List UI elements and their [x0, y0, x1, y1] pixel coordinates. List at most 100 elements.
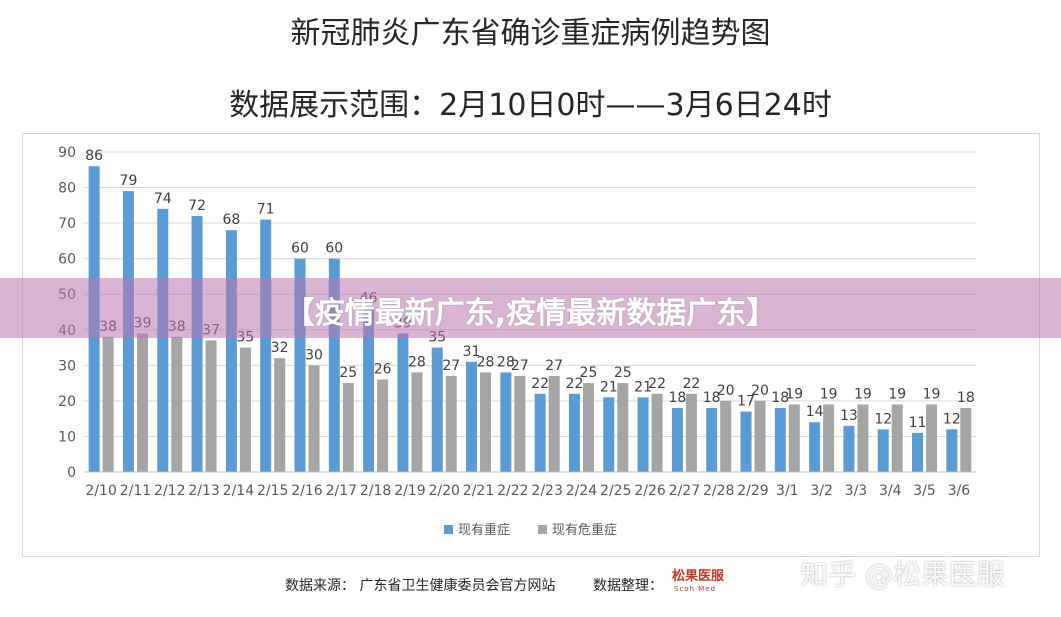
x-tick-label: 2/17: [326, 483, 357, 499]
legend-swatch-severe: [444, 525, 453, 534]
bar-critical: [788, 404, 800, 472]
bar-severe: [225, 230, 237, 472]
x-tick-label: 2/21: [463, 483, 494, 499]
bar-severe: [877, 429, 889, 472]
x-tick-label: 2/15: [257, 483, 288, 499]
bar-critical: [857, 404, 869, 472]
value-label-severe: 18: [668, 390, 686, 406]
value-label-critical: 20: [717, 383, 735, 399]
value-label-critical: 18: [957, 390, 975, 406]
value-label-critical: 27: [442, 358, 460, 374]
bar-critical: [102, 336, 114, 472]
x-tick-label: 2/14: [223, 483, 255, 499]
x-tick-label: 3/4: [879, 483, 902, 499]
legend-label-critical: 现有危重症: [552, 522, 617, 538]
value-label-critical: 26: [374, 362, 392, 378]
x-tick-label: 3/6: [948, 483, 971, 499]
data-organizer-label: 数据整理：: [593, 578, 663, 594]
x-tick-label: 2/19: [394, 483, 425, 499]
value-label-severe: 13: [840, 408, 858, 424]
value-label-severe: 14: [806, 404, 824, 420]
value-label-severe: 68: [222, 212, 240, 228]
bar-severe: [431, 347, 443, 472]
overlay-banner-text: 【疫情最新广东,疫情最新数据广东】: [284, 296, 777, 331]
value-label-severe: 22: [531, 376, 549, 392]
y-tick-label: 0: [67, 465, 76, 481]
bar-severe: [466, 361, 478, 472]
bar-critical: [685, 393, 697, 472]
value-label-severe: 12: [943, 411, 961, 427]
value-label-critical: 19: [785, 386, 803, 402]
brand-logo-subtext: Scoh Med: [674, 585, 717, 593]
brand-logo: 松果医服 Scoh Med: [672, 563, 758, 597]
bar-critical: [445, 376, 457, 472]
bar-severe: [191, 216, 203, 472]
bar-critical: [514, 376, 526, 472]
x-tick-label: 2/25: [600, 483, 631, 499]
bar-severe: [843, 425, 855, 472]
value-label-severe: 17: [737, 394, 755, 410]
bar-severe: [328, 258, 340, 472]
bar-severe: [157, 208, 169, 472]
bar-critical: [754, 400, 766, 472]
bar-critical: [720, 400, 732, 472]
y-tick-label: 10: [58, 429, 76, 445]
zhihu-watermark: 知乎 @松果医服: [800, 558, 1005, 591]
value-label-severe: 18: [771, 390, 789, 406]
bar-critical: [411, 372, 423, 472]
value-label-severe: 79: [120, 173, 138, 189]
x-tick-label: 2/12: [154, 483, 185, 499]
value-label-critical: 30: [305, 347, 323, 363]
overlay-banner: [0, 278, 1061, 338]
value-label-critical: 20: [751, 383, 769, 399]
value-label-critical: 27: [545, 358, 563, 374]
chart-frame: 010203040506070809086382/1079392/1174382…: [22, 133, 1040, 557]
value-label-severe: 21: [600, 379, 618, 395]
data-source-text: 数据来源： 广东省卫生健康委员会官方网站: [285, 578, 556, 594]
value-label-critical: 28: [477, 354, 495, 370]
bar-critical: [342, 383, 354, 472]
x-tick-label: 2/28: [703, 483, 734, 499]
value-label-critical: 22: [682, 376, 700, 392]
y-tick-label: 30: [58, 358, 76, 374]
bar-severe: [294, 258, 306, 472]
x-tick-label: 3/5: [913, 483, 936, 499]
value-label-critical: 19: [854, 386, 872, 402]
x-tick-label: 2/18: [360, 483, 391, 499]
value-label-severe: 86: [85, 148, 103, 164]
chart-subtitle: 数据展示范围：2月10日0时——3月6日24时: [229, 88, 832, 123]
bar-severe: [568, 393, 580, 472]
bar-critical: [891, 404, 903, 472]
x-tick-label: 2/24: [566, 483, 598, 499]
value-label-critical: 32: [271, 340, 289, 356]
bar-critical: [171, 336, 183, 472]
x-tick-label: 2/20: [429, 483, 460, 499]
value-label-critical: 28: [408, 354, 426, 370]
x-tick-label: 2/13: [188, 483, 219, 499]
bar-severe: [706, 408, 718, 472]
value-label-critical: 19: [888, 386, 906, 402]
value-label-critical: 25: [580, 365, 598, 381]
value-label-critical: 19: [923, 386, 941, 402]
bar-critical: [136, 333, 148, 472]
value-label-critical: 25: [339, 365, 357, 381]
x-tick-label: 2/10: [85, 483, 116, 499]
bar-severe: [809, 422, 821, 472]
bar-critical: [926, 404, 938, 472]
bar-critical: [308, 365, 320, 472]
chart-title: 新冠肺炎广东省确诊重症病例趋势图: [290, 16, 771, 51]
value-label-severe: 21: [634, 379, 652, 395]
value-label-severe: 60: [325, 241, 343, 257]
value-label-severe: 71: [257, 202, 275, 218]
bar-critical: [617, 383, 629, 472]
value-label-severe: 60: [291, 241, 309, 257]
bar-critical: [480, 372, 492, 472]
bar-severe: [500, 372, 512, 472]
bar-critical: [548, 376, 560, 472]
bar-severe: [637, 397, 649, 472]
value-label-critical: 27: [511, 358, 529, 374]
bar-critical: [274, 358, 286, 472]
bar-severe: [912, 432, 924, 472]
bar-critical: [239, 347, 251, 472]
y-tick-label: 70: [58, 216, 76, 232]
